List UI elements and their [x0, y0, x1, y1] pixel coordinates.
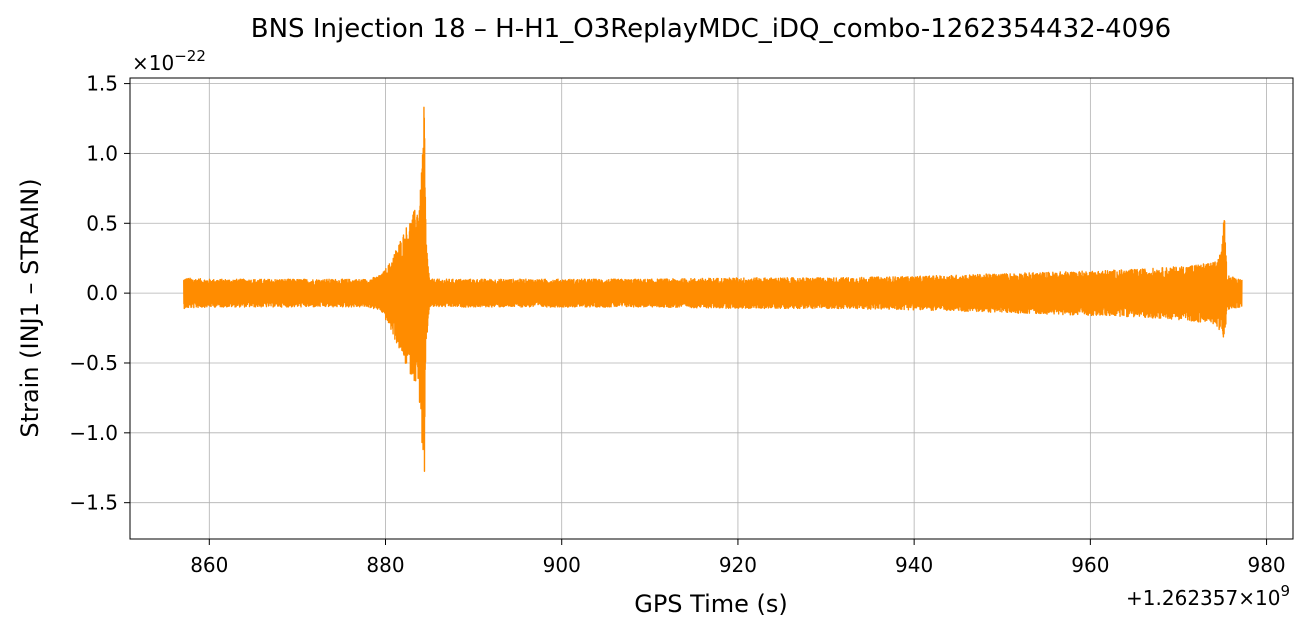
x-tick-label: 900 — [543, 553, 581, 577]
chart-title: BNS Injection 18 – H-H1_O3ReplayMDC_iDQ_… — [251, 14, 1171, 44]
y-axis-label: Strain (INJ1 – STRAIN) — [16, 178, 44, 437]
strain-series-line — [183, 106, 1243, 472]
x-tick-label: 880 — [366, 553, 404, 577]
x-tick-label: 960 — [1071, 553, 1109, 577]
y-tick-label: 1.5 — [86, 72, 118, 96]
x-tick-label: 860 — [190, 553, 228, 577]
y-axis-ticks: 1.5 1.0 0.5 0.0 −0.5 −1.0 −1.5 — [69, 72, 130, 515]
y-tick-label: −1.0 — [69, 421, 118, 445]
x-axis-label: GPS Time (s) — [634, 590, 788, 618]
y-tick-label: 1.0 — [86, 141, 118, 165]
x-offset-base: +1.262357×10 — [1126, 586, 1280, 610]
x-tick-label: 980 — [1247, 553, 1285, 577]
x-tick-label: 940 — [895, 553, 933, 577]
x-offset-exponent: 9 — [1280, 582, 1290, 600]
x-tick-label: 920 — [719, 553, 757, 577]
y-tick-label: 0.0 — [86, 281, 118, 305]
y-tick-label: −0.5 — [69, 351, 118, 375]
y-tick-label: −1.5 — [69, 491, 118, 515]
y-scale-factor: ×10−22 — [132, 47, 206, 75]
y-tick-label: 0.5 — [86, 211, 118, 235]
plot-frame — [129, 77, 1294, 540]
series-group — [183, 106, 1243, 472]
x-axis-ticks: 860 880 900 920 940 960 980 — [190, 539, 1286, 577]
x-offset-label: +1.262357×109 — [1126, 582, 1290, 610]
y-scale-exponent: −22 — [174, 47, 206, 65]
y-scale-base: ×10 — [132, 51, 174, 75]
